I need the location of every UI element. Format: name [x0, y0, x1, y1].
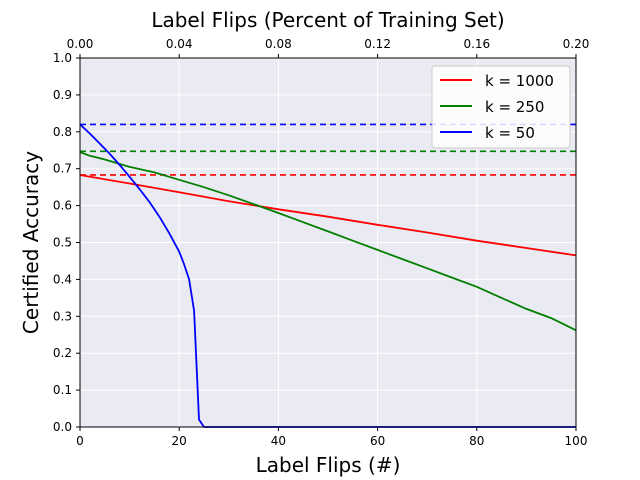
- x-axis-title: Label Flips (#): [256, 453, 401, 477]
- top-x-tick-label: 0.16: [463, 37, 490, 51]
- grid: [79, 57, 577, 428]
- top-x-tick-label: 0.08: [265, 37, 292, 51]
- legend-label: k = 1000: [485, 72, 554, 90]
- y-tick-label: 0.3: [53, 309, 72, 323]
- y-tick-label: 0.1: [53, 383, 72, 397]
- series-line: [79, 174, 577, 257]
- x-tick-label: 100: [565, 434, 588, 448]
- y-tick-label: 0.8: [53, 125, 72, 139]
- y-tick-label: 0.7: [53, 162, 72, 176]
- y-tick-label: 0.4: [53, 272, 72, 286]
- legend: k = 1000 k = 250 k = 50: [431, 65, 571, 149]
- x-tick-label: 20: [172, 434, 187, 448]
- y-tick-label: 0.2: [53, 346, 72, 360]
- top-x-tick-label: 0.12: [364, 37, 391, 51]
- x-tick-label: 0: [76, 434, 84, 448]
- legend-label: k = 50: [485, 124, 535, 142]
- x-tick-label: 60: [370, 434, 385, 448]
- x-tick-label: 80: [469, 434, 484, 448]
- top-x-tick-label: 0.00: [67, 37, 94, 51]
- top-x-tick-label: 0.20: [563, 37, 590, 51]
- axes: 0 20 40 60 80 100 0.0 0.1 0.2 0.3 0.4 0.5 0.6 0.7 0.8 0…: [53, 37, 589, 448]
- legend-box: [431, 65, 571, 149]
- y-tick-label: 1.0: [53, 51, 72, 65]
- series-line: [79, 123, 576, 428]
- top-x-tick-label: 0.04: [166, 37, 193, 51]
- y-tick-label: 0.9: [53, 88, 72, 102]
- y-axis-title: Certified Accuracy: [19, 151, 43, 334]
- y-tick-label: 0.5: [53, 236, 72, 250]
- legend-label: k = 250: [485, 98, 544, 116]
- chart-title: Label Flips (Percent of Training Set): [151, 8, 504, 32]
- series: [79, 123, 577, 428]
- x-tick-label: 40: [271, 434, 286, 448]
- y-tick-label: 0.0: [53, 420, 72, 434]
- series-line: [79, 151, 577, 332]
- y-tick-label: 0.6: [53, 199, 72, 213]
